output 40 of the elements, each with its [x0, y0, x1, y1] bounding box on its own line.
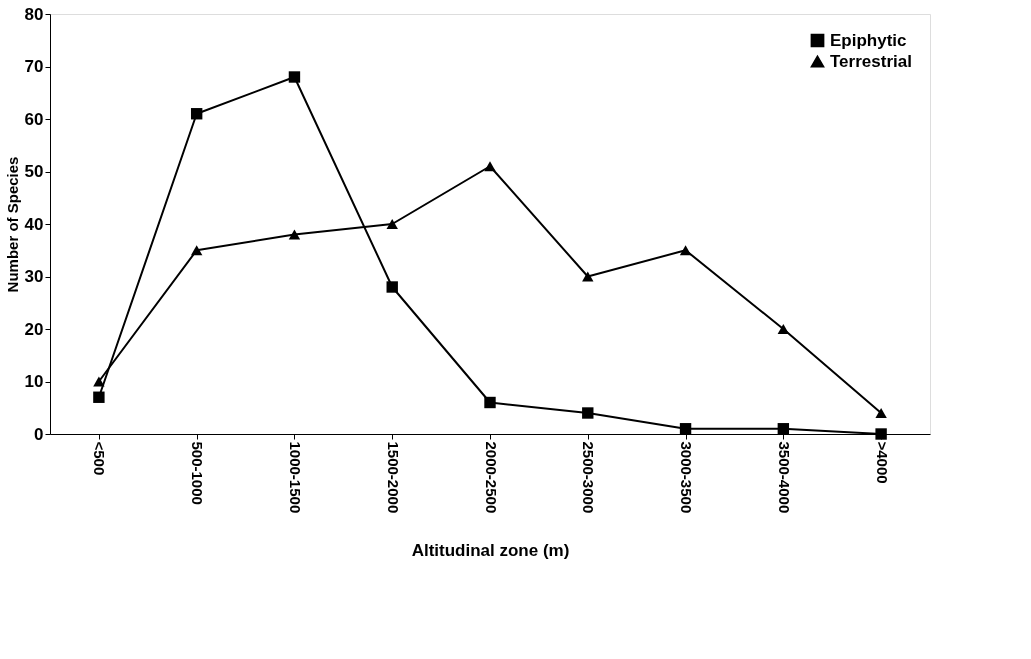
x-tick-label: 1500-2000 [384, 441, 402, 514]
x-tick-label: 3500-4000 [775, 441, 793, 514]
y-tick-label: 20 [24, 319, 44, 339]
x-tick-label: 3000-3500 [678, 441, 696, 514]
point [484, 396, 496, 409]
point [386, 219, 398, 229]
point [777, 324, 790, 334]
point [93, 391, 105, 403]
point [777, 423, 790, 435]
y-tick-label: 10 [24, 372, 44, 391]
point [386, 281, 398, 293]
y-tick-label: 0 [34, 424, 44, 444]
x-tick-label: <500 [91, 441, 109, 476]
x-tick-label: 2000-2500 [482, 441, 500, 514]
x-tick-label: >4000 [873, 441, 891, 484]
point [582, 271, 594, 282]
point [679, 423, 692, 435]
y-tick-label: 50 [24, 162, 44, 181]
x-tick-label: 500-1000 [189, 441, 207, 505]
y-tick-label: 40 [24, 214, 44, 234]
y-tick-label: 70 [24, 57, 44, 76]
x-axis-title: Altitudinal zone (m) [411, 541, 570, 561]
y-tick-label: 60 [24, 109, 44, 129]
y-tick-label: 80 [24, 4, 44, 24]
x-tick-label: 1000-1500 [286, 441, 304, 514]
point [875, 428, 887, 440]
y-axis-title: Number of Species [3, 156, 21, 293]
point [288, 229, 301, 240]
y-tick-label: 30 [24, 267, 44, 286]
point [484, 161, 496, 172]
point [93, 376, 105, 387]
legend-label: Terrestrial [830, 51, 912, 71]
point [288, 71, 301, 83]
point [679, 245, 692, 256]
point [875, 408, 887, 418]
x-tick-label: 2500-3000 [580, 441, 598, 514]
point [190, 245, 203, 256]
point [582, 407, 594, 419]
point [190, 108, 203, 120]
legend-label: Epiphytic [830, 30, 907, 50]
